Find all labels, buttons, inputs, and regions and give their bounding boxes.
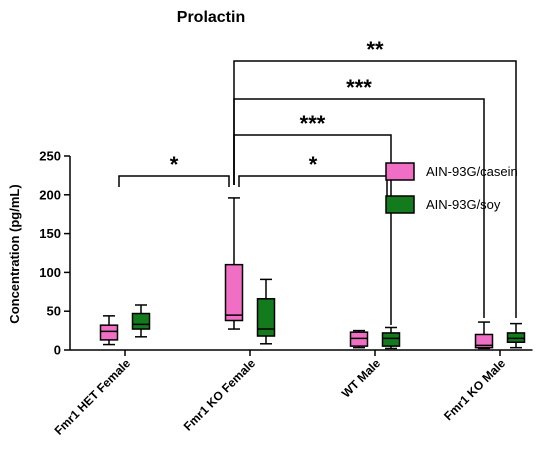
y-tick-label: 200: [39, 187, 61, 202]
y-tick-label: 0: [54, 343, 61, 358]
x-tick-label: Fmr1 HET Female: [52, 356, 134, 438]
box-iqr: [131, 312, 151, 330]
significance-label: **: [366, 37, 384, 62]
y-tick-label: 50: [47, 304, 61, 319]
box-iqr: [99, 324, 119, 341]
legend-swatch: [385, 195, 415, 214]
legend-swatch: [385, 162, 415, 181]
significance-bracket: [118, 175, 230, 187]
box-iqr: [256, 298, 276, 337]
y-tick-label: 100: [39, 265, 61, 280]
legend-label: AIN-93G/casein: [426, 164, 518, 179]
box-iqr: [349, 331, 369, 347]
x-tick-label: Fmr1 KO Female: [181, 356, 259, 434]
box-iqr: [381, 332, 401, 347]
y-tick-label: 250: [39, 149, 61, 164]
significance-label: ***: [300, 111, 326, 136]
box-iqr: [224, 263, 244, 322]
x-tick-label: WT Male: [339, 356, 384, 401]
significance-bracket: [238, 175, 388, 210]
significance-bracket: [233, 60, 517, 318]
box-iqr: [474, 333, 494, 349]
legend: AIN-93G/casein AIN-93G/soy: [385, 162, 518, 214]
chart-title: Prolactin: [177, 9, 245, 26]
y-axis-label: Concentration (pg/mL): [7, 184, 22, 323]
significance-label: ***: [346, 75, 372, 100]
box-iqr: [506, 332, 526, 343]
y-tick-label: 150: [39, 226, 61, 241]
plot-area: 0 50 100 150 200 250 Fmr1 HET Female Fmr1 KO Fe…: [39, 37, 533, 438]
legend-label: AIN-93G/soy: [426, 197, 501, 212]
significance-label: *: [309, 152, 318, 177]
significance-label: *: [170, 152, 179, 177]
x-tick-label: Fmr1 KO Male: [441, 356, 508, 423]
